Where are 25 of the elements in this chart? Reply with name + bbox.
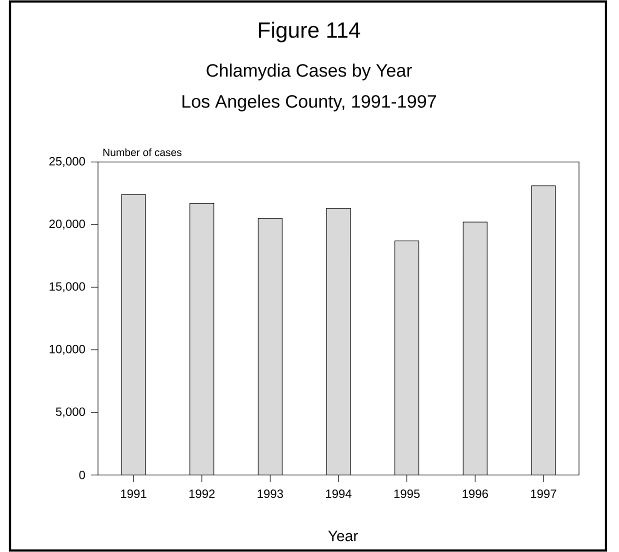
x-tick-label: 1997	[531, 490, 556, 498]
y-axis-title: Number of cases	[103, 148, 182, 156]
bar	[326, 208, 351, 475]
y-tick-label: 20,000	[49, 220, 86, 230]
y-tick-label: 25,000	[49, 157, 86, 167]
y-tick-label: 0	[79, 470, 86, 480]
bar	[121, 194, 146, 475]
y-tick-label: 5,000	[56, 407, 86, 418]
x-tick-label: 1992	[189, 490, 215, 498]
x-tick-label: 1996	[462, 490, 488, 498]
bar	[462, 222, 488, 475]
x-tick-label: 1994	[326, 490, 352, 498]
y-tick-label: 15,000	[50, 282, 86, 292]
x-axis-title: Year	[328, 530, 358, 542]
text: Los Angeles County, 1991-1997	[182, 94, 436, 112]
bar	[258, 218, 282, 475]
chart-subtitle: Chlamydia Cases by Year	[206, 64, 412, 80]
x-tick-label: 1991	[121, 490, 146, 498]
bar	[190, 203, 214, 475]
y-tick-label: 10,000	[50, 344, 86, 355]
x-tick-label: 1995	[394, 490, 420, 498]
bar	[531, 185, 556, 475]
x-tick-label: 1993	[258, 490, 283, 498]
bar	[394, 240, 420, 475]
chart-title: Figure 114	[259, 22, 360, 42]
